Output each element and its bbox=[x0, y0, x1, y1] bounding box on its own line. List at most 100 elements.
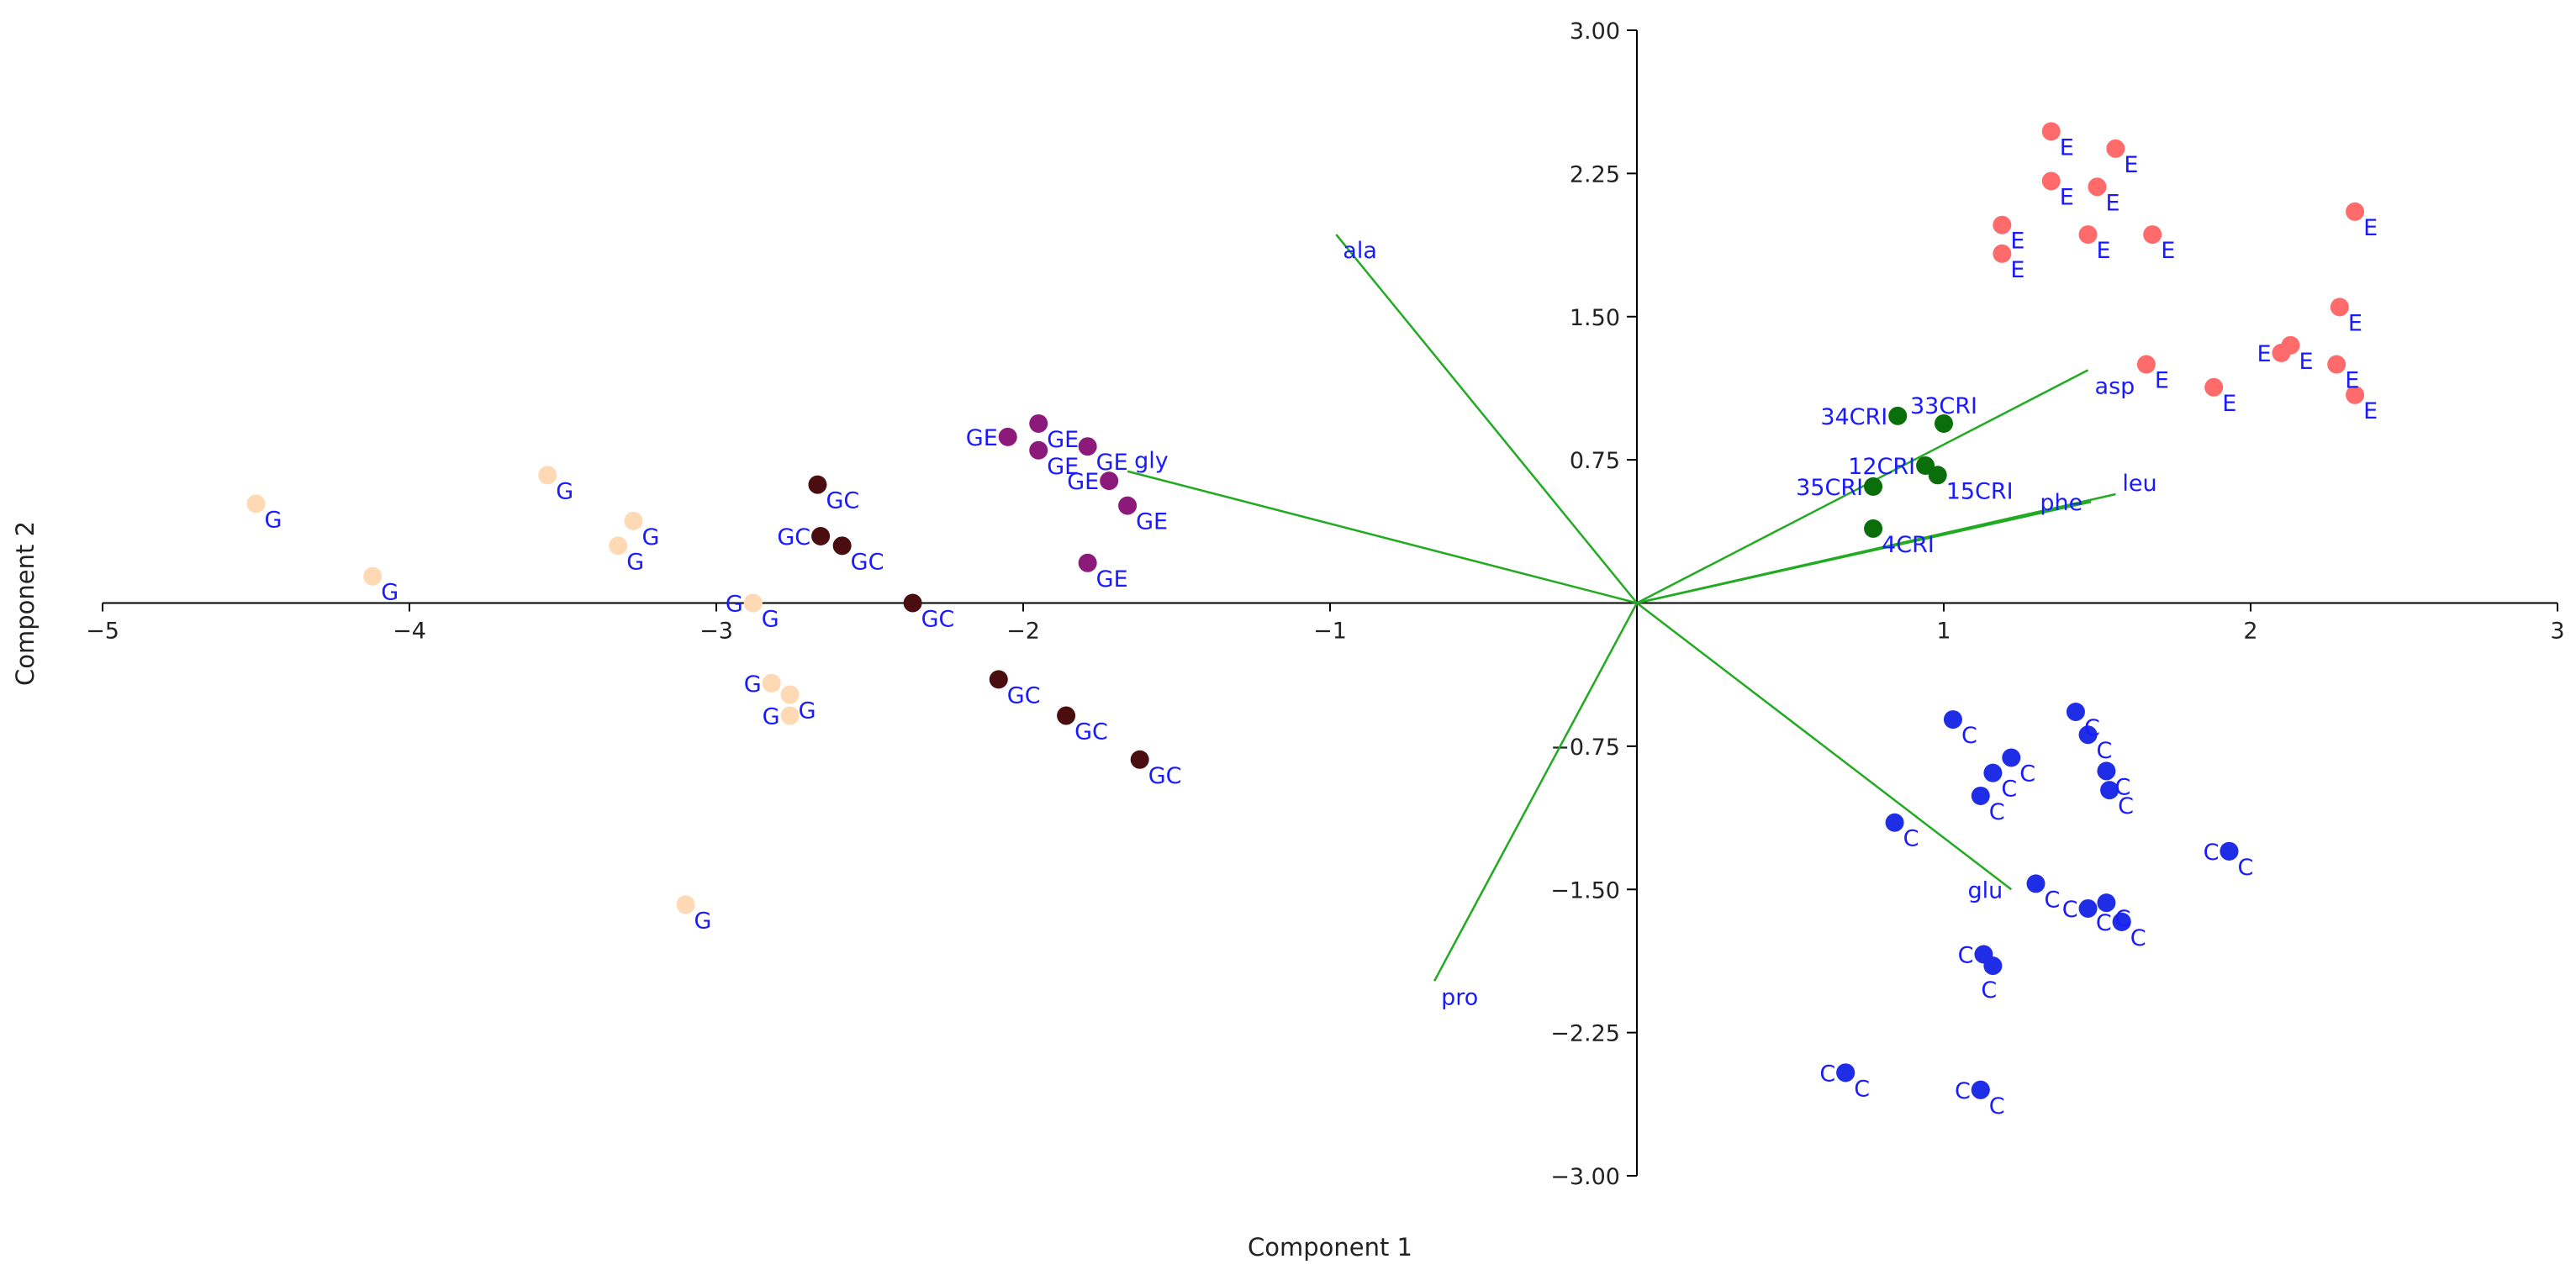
point-E bbox=[2330, 298, 2349, 317]
point-C bbox=[1971, 1080, 1990, 1099]
point-E bbox=[2346, 385, 2365, 404]
point-label-E: E bbox=[2124, 152, 2138, 178]
point-label-C: C bbox=[2062, 897, 2078, 923]
point-C bbox=[1885, 813, 1904, 832]
point-label-CRI: 33CRI bbox=[1910, 393, 1977, 419]
point-label-E: E bbox=[2010, 257, 2024, 283]
vector-label-gly: gly bbox=[1134, 448, 1169, 474]
point-E bbox=[2272, 343, 2291, 362]
point-label-G: G bbox=[626, 549, 644, 575]
x-axis-title: Component 1 bbox=[1248, 1233, 1412, 1262]
point-E bbox=[2088, 177, 2107, 197]
point-label-G: G bbox=[694, 908, 712, 934]
x-tick-label: −5 bbox=[86, 619, 119, 645]
point-C bbox=[2026, 874, 2045, 893]
vector-label-asp: asp bbox=[2095, 373, 2135, 399]
point-label-GC: GC bbox=[826, 488, 859, 514]
point-E bbox=[2143, 225, 2162, 245]
point-label-CRI: 12CRI bbox=[1848, 454, 1915, 480]
point-label-CRI: 34CRI bbox=[1820, 404, 1887, 430]
point-G bbox=[780, 706, 800, 725]
point-C bbox=[2002, 748, 2021, 767]
point-GC bbox=[903, 593, 922, 613]
point-C bbox=[1983, 763, 2003, 782]
loading-vectors: ala gly asp leu phe glu pro bbox=[1127, 234, 2157, 1010]
point-CRI bbox=[1888, 406, 1908, 425]
x-tick-label: −2 bbox=[1006, 619, 1040, 645]
point-label-C: C bbox=[1958, 942, 1974, 968]
point-label-GE: GE bbox=[966, 425, 998, 451]
point-label-GE: GE bbox=[1096, 450, 1128, 476]
point-C bbox=[1983, 956, 2003, 976]
point-label-C: C bbox=[1989, 799, 2005, 825]
point-CRI bbox=[1864, 519, 1883, 538]
point-E bbox=[2327, 355, 2346, 374]
point-label-G: G bbox=[556, 478, 573, 504]
point-C bbox=[2100, 781, 2119, 800]
point-label-G: G bbox=[744, 672, 762, 698]
point-G bbox=[609, 536, 628, 556]
point-label-C: C bbox=[2114, 906, 2130, 932]
point-label-E: E bbox=[2010, 229, 2024, 255]
x-tick-label: 1 bbox=[1936, 619, 1950, 645]
vector-label-leu: leu bbox=[2122, 471, 2156, 497]
point-label-G: G bbox=[641, 524, 659, 550]
point-label-E: E bbox=[2363, 215, 2378, 241]
y-tick-label: −3.00 bbox=[1550, 1164, 1620, 1190]
point-E bbox=[2041, 171, 2061, 191]
point-E bbox=[2346, 202, 2365, 221]
point-label-CRI: 15CRI bbox=[1946, 478, 2014, 504]
point-C bbox=[2078, 898, 2098, 918]
point-C bbox=[1943, 710, 1962, 730]
ticks: −5 −4 −3 −2 −1 1 2 3 3.00 2.25 1.50 0.75 −0.75 −1.50 −… bbox=[86, 18, 2565, 1190]
vector-glu bbox=[1636, 602, 2013, 891]
point-label-E: E bbox=[2106, 190, 2120, 216]
point-E bbox=[2106, 139, 2125, 158]
point-label-E: E bbox=[2363, 398, 2378, 424]
vector-label-pro: pro bbox=[1441, 984, 1478, 1010]
point-CRI bbox=[1928, 466, 1947, 485]
vector-gly bbox=[1127, 470, 1638, 604]
point-label-C: C bbox=[1961, 723, 1977, 749]
y-tick-label: 3.00 bbox=[1570, 18, 1620, 45]
point-label-E: E bbox=[2222, 391, 2236, 417]
point-C bbox=[2097, 893, 2116, 913]
vector-label-phe: phe bbox=[2040, 490, 2082, 516]
point-label-C: C bbox=[2019, 761, 2035, 787]
point-label-CRI: 35CRI bbox=[1796, 475, 1863, 501]
point-label-C: C bbox=[2204, 840, 2220, 866]
y-tick-label: −0.75 bbox=[1550, 735, 1620, 761]
vector-label-glu: glu bbox=[1968, 877, 2003, 903]
point-label-G: G bbox=[799, 698, 816, 724]
point-label-C: C bbox=[1903, 826, 1919, 852]
vector-phe bbox=[1636, 500, 2092, 604]
point-C bbox=[1836, 1063, 1855, 1082]
point-label-GC: GC bbox=[1148, 763, 1182, 789]
x-tick-label: 2 bbox=[2243, 619, 2257, 645]
point-C bbox=[2220, 841, 2239, 861]
point-G bbox=[780, 685, 800, 704]
point-label-E: E bbox=[2299, 349, 2313, 375]
point-GE bbox=[1118, 496, 1138, 515]
point-label-GE: GE bbox=[1067, 469, 1099, 495]
point-label-E: E bbox=[2060, 184, 2074, 210]
point-G bbox=[624, 511, 643, 530]
point-label-E: E bbox=[2060, 134, 2074, 161]
point-E bbox=[2204, 377, 2224, 397]
point-label-GC: GC bbox=[777, 524, 810, 550]
vector-ala bbox=[1335, 234, 1638, 604]
point-label-C: C bbox=[2114, 774, 2130, 800]
point-GE bbox=[1100, 471, 1119, 491]
point-label-C: C bbox=[2118, 793, 2134, 819]
point-E bbox=[2136, 355, 2156, 374]
point-label-G: G bbox=[763, 704, 780, 730]
point-label-GE: GE bbox=[1096, 566, 1128, 593]
vector-label-ala: ala bbox=[1343, 238, 1377, 264]
point-label-G: G bbox=[762, 607, 779, 633]
point-label-GE: GE bbox=[1047, 454, 1079, 480]
point-GE bbox=[1029, 413, 1048, 433]
y-tick-label: 0.75 bbox=[1570, 448, 1620, 474]
point-label-GC: GC bbox=[921, 607, 955, 633]
point-C bbox=[2097, 761, 2116, 781]
